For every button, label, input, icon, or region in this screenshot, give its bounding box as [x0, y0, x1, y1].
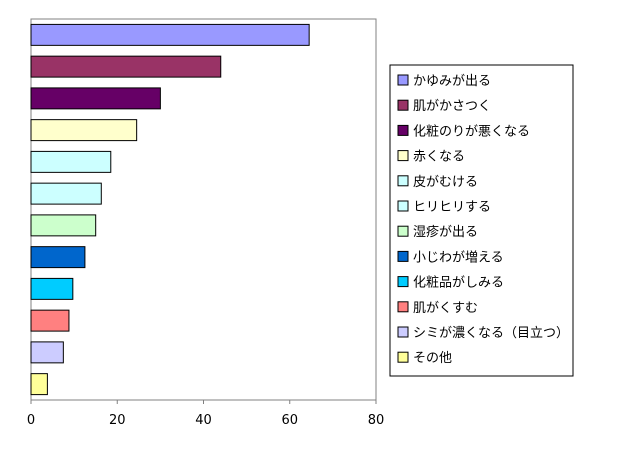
legend-swatch — [397, 124, 409, 136]
bar-8 — [30, 246, 86, 269]
legend-swatch — [397, 351, 409, 363]
legend-swatch — [397, 225, 409, 237]
legend-label: かゆみが出る — [413, 74, 491, 89]
legend-swatch — [397, 276, 409, 288]
bar-1 — [30, 23, 310, 46]
legend-box — [389, 64, 574, 377]
bar-11 — [30, 341, 64, 364]
bar-6 — [30, 182, 102, 205]
legend-label: 肌がかさつく — [413, 99, 491, 114]
legend-swatch — [397, 74, 409, 86]
legend-swatch — [397, 326, 409, 338]
bar-3 — [30, 87, 161, 110]
legend-label: シミが濃くなる（目立つ） — [413, 326, 569, 341]
legend-swatch — [397, 200, 409, 212]
bar-2 — [30, 55, 222, 78]
legend: かゆみが出る肌がかさつく化粧のりが悪くなる赤くなる皮がむけるヒリヒリする湿疹が出… — [389, 64, 574, 377]
bar-4 — [30, 119, 138, 142]
legend-label: 肌がくすむ — [413, 301, 478, 316]
legend-label: 化粧のりが悪くなる — [413, 124, 530, 139]
x-axis: 0 20 40 60 80 — [27, 400, 384, 428]
x-tick-label: 40 — [195, 413, 212, 428]
plot-area — [30, 18, 377, 401]
bars — [30, 23, 310, 396]
legend-label: 化粧品がしみる — [413, 276, 504, 291]
legend-label: その他 — [413, 351, 452, 366]
legend-label: ヒリヒリする — [413, 200, 491, 215]
legend-label: 赤くなる — [413, 150, 465, 165]
bar-12 — [30, 373, 48, 396]
bar-9 — [30, 277, 74, 300]
x-tick-label: 20 — [109, 413, 126, 428]
legend-swatch — [397, 301, 409, 313]
legend-swatch — [397, 250, 409, 262]
legend-label: 皮がむける — [413, 175, 478, 190]
legend-label: 小じわが増える — [413, 250, 504, 265]
bar-5 — [30, 150, 112, 173]
legend-label: 湿疹が出る — [413, 224, 478, 240]
x-tick-label: 60 — [281, 413, 298, 428]
bar-10 — [30, 309, 70, 332]
legend-swatch — [397, 99, 409, 111]
x-tick-label: 0 — [27, 413, 35, 428]
legend-swatch — [397, 175, 409, 187]
x-tick-label: 80 — [368, 413, 385, 428]
legend-swatch — [397, 150, 409, 162]
bar-7 — [30, 214, 97, 237]
